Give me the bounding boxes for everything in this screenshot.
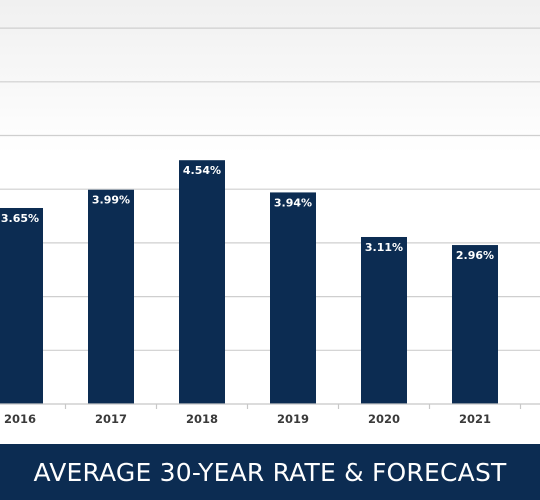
- x-tick-label-2016: 2016: [4, 412, 36, 426]
- x-tick-label-2018: 2018: [186, 412, 218, 426]
- bar-2019: [270, 192, 316, 404]
- data-label-2016: 3.65%: [1, 212, 39, 225]
- data-label-2020: 3.11%: [365, 241, 403, 254]
- bar-2016: [0, 207, 43, 404]
- data-label-2019: 3.94%: [274, 196, 312, 209]
- bars: 3.65% 3.99% 4.54% 3.94% 3.11% 2.96%: [0, 160, 498, 404]
- title-banner: AVERAGE 30-YEAR RATE & FORECAST: [0, 444, 540, 500]
- x-tick-label-2019: 2019: [277, 412, 309, 426]
- data-label-2017: 3.99%: [92, 194, 130, 207]
- x-tick-label-2020: 2020: [368, 412, 400, 426]
- x-tick-label-2021: 2021: [459, 412, 491, 426]
- data-label-2018: 4.54%: [183, 164, 221, 177]
- x-tick-label-2017: 2017: [95, 412, 127, 426]
- x-axis: 2016 2017 2018 2019 2020 2021: [0, 403, 540, 426]
- bar-2021: [452, 245, 498, 404]
- bar-2017: [88, 189, 134, 404]
- data-label-2021: 2.96%: [456, 249, 494, 262]
- chart-title: AVERAGE 30-YEAR RATE & FORECAST: [33, 457, 507, 487]
- bar-2018: [179, 160, 225, 404]
- bar-2020: [361, 236, 407, 404]
- bar-chart: 3.65%3.99%4.54%3.94%3.11%2.96% 2016 2017 2…: [0, 27, 540, 426]
- chart-area: 3.65% 3.99% 4.54% 3.94% 3.11% 2.96% 2016 2017 2…: [0, 0, 540, 440]
